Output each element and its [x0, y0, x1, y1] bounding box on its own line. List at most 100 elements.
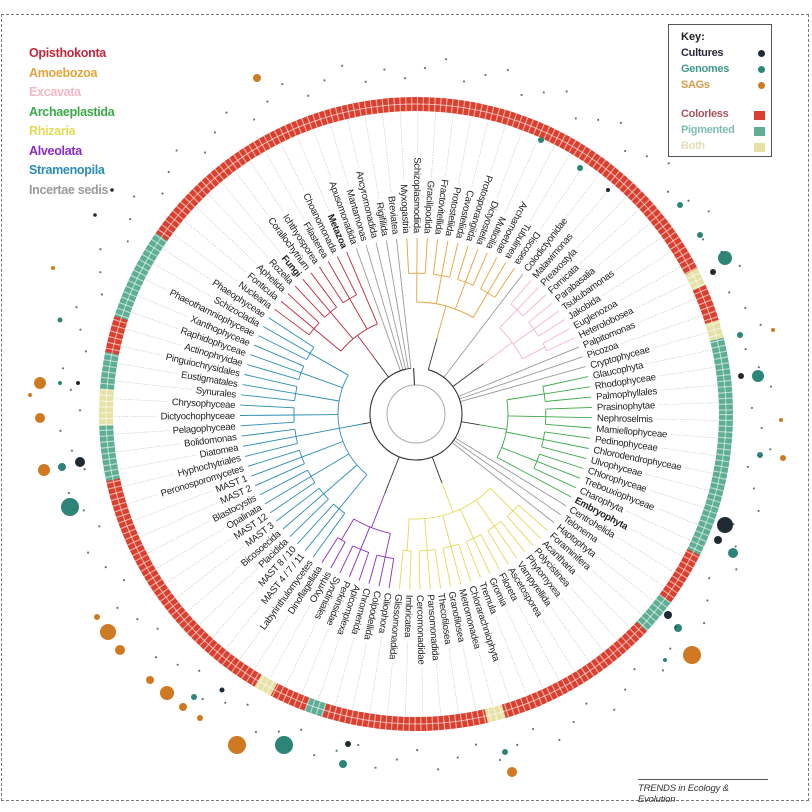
culture-dot: [129, 217, 132, 221]
branch-archaeplastida: [545, 416, 593, 419]
genome-dot: [757, 452, 763, 458]
culture-dot: [645, 155, 648, 158]
culture-dot: [104, 566, 107, 569]
branch-stramenopila: [239, 414, 294, 416]
cultures-dot-icon: [758, 50, 765, 57]
key-colorless: Colorless: [681, 108, 765, 120]
culture-dot: [585, 702, 588, 705]
label-guide-line: [126, 328, 181, 346]
branch-archaeplastida: [545, 396, 592, 402]
key-label: Both: [681, 140, 705, 152]
group-stem-stramenopila: [339, 423, 363, 429]
key-label: SAGs: [681, 79, 710, 91]
label-guide-line: [364, 116, 380, 199]
label-guide-line: [619, 266, 681, 301]
branch-amoebozoa: [441, 240, 449, 276]
label-guide-line: [597, 557, 654, 602]
branch-rhizaria: [450, 546, 462, 585]
branch-stramenopila: [258, 335, 307, 361]
sags-dot-icon: [758, 82, 765, 89]
branch-stramenopila: [282, 493, 324, 530]
culture-dot: [198, 669, 201, 672]
branch-incertae-sedis: [453, 439, 561, 515]
taxon-label: Chrysophyceae: [172, 397, 236, 411]
legend-stramenopila: Stramenopila: [29, 163, 105, 177]
branch-excavata: [546, 337, 575, 352]
genome-dot: [728, 548, 738, 558]
label-guide-line: [121, 345, 163, 356]
label-guide-line: [540, 163, 586, 230]
branch-opisthokonta: [280, 300, 315, 329]
label-guide-line: [656, 418, 718, 421]
taxon-label: Pelagophyceae: [172, 421, 236, 436]
branch-amoebozoa: [472, 252, 488, 286]
culture-dot: [769, 448, 772, 451]
culture-dot: [706, 599, 709, 602]
branch-rhizaria: [418, 550, 421, 591]
group-stem-opisthokonta: [357, 335, 376, 360]
branch-stramenopila: [276, 487, 320, 522]
branch-archaeplastida: [544, 386, 590, 395]
culture-dot: [76, 381, 80, 385]
label-guide-line: [387, 663, 393, 715]
branch-rhizaria: [512, 510, 541, 539]
label-guide-line: [318, 638, 340, 700]
branch-alveolata: [321, 537, 339, 563]
label-guide-line: [577, 196, 627, 248]
culture-dot: [720, 250, 723, 253]
culture-dot: [93, 213, 97, 217]
branch-stramenopila: [259, 469, 308, 496]
branch-stramenopila: [240, 404, 295, 409]
label-guide-line: [382, 113, 392, 193]
culture-dot: [75, 306, 78, 309]
culture-dot: [456, 756, 459, 759]
root-stem: [413, 368, 416, 386]
label-guide-line: [114, 398, 168, 402]
genome-dot: [752, 370, 764, 382]
label-guide-line: [153, 263, 212, 298]
culture-dot: [374, 766, 377, 769]
branch-opisthokonta: [302, 278, 331, 313]
sag-dot: [38, 464, 50, 476]
clade-stem-stramenopila: [295, 393, 340, 402]
branch-amoebozoa: [424, 238, 428, 274]
branch-rhizaria: [434, 549, 442, 589]
label-guide-line: [497, 664, 511, 702]
clade-stem-alveolata: [341, 518, 355, 541]
culture-dot: [574, 117, 577, 120]
genome-dot: [61, 498, 79, 516]
label-guide-line: [685, 467, 713, 474]
branch-archaeplastida: [544, 431, 591, 439]
branch-opisthokonta: [319, 266, 344, 303]
branch-alveolata: [368, 554, 378, 584]
branch-excavata: [538, 319, 565, 337]
culture-dot: [531, 727, 535, 731]
label-guide-line: [176, 546, 244, 599]
genome-dot: [502, 749, 508, 755]
culture-dot: [99, 248, 102, 251]
branch-rhizaria: [494, 525, 518, 559]
culture-dot: [136, 618, 139, 621]
genome-dot: [718, 251, 732, 265]
label-guide-line: [122, 473, 174, 487]
branch-excavata: [510, 280, 532, 305]
culture-dot: [277, 730, 280, 733]
branch-incertae-sedis: [460, 366, 586, 403]
label-guide-line: [490, 125, 506, 172]
label-guide-line: [313, 129, 332, 178]
key-title: Key:: [681, 31, 705, 43]
branch-stramenopila: [264, 476, 312, 505]
clade-stem-stramenopila: [301, 441, 344, 458]
culture-dot: [219, 687, 225, 693]
culture-dot: [624, 149, 627, 153]
group-stem: [362, 421, 371, 425]
genome-dot: [697, 232, 703, 238]
label-guide-line: [600, 542, 664, 587]
group-legend: Opisthokonta Amoebozoa Excavata Archaepl…: [29, 44, 115, 200]
culture-dot: [341, 64, 344, 67]
sag-dot: [34, 377, 46, 389]
label-guide-line: [184, 220, 247, 273]
branch-rhizaria: [465, 541, 481, 578]
label-guide-line: [657, 508, 698, 525]
label-guide-line: [530, 154, 571, 221]
